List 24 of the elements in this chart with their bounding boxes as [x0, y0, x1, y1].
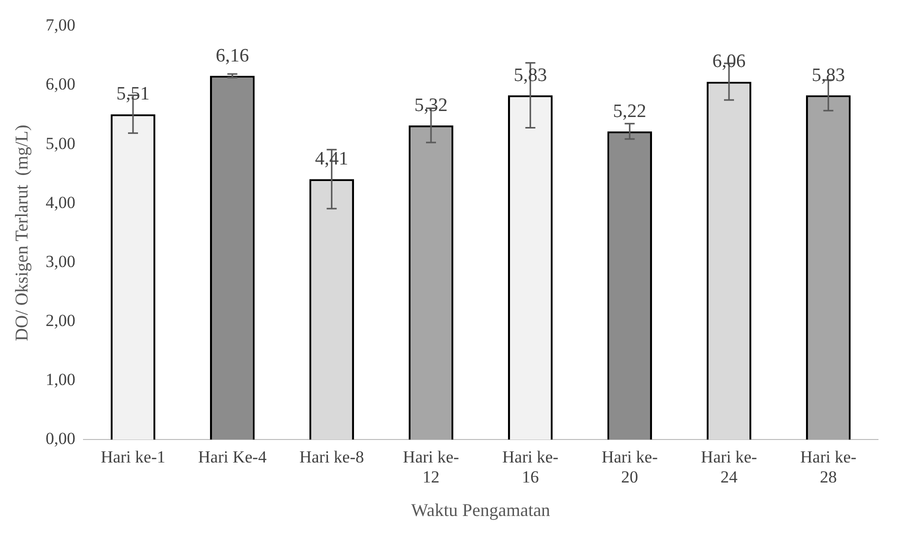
- y-tick-label: 7,00: [46, 16, 76, 35]
- x-tick-label: Hari ke-8: [299, 447, 364, 466]
- y-tick-label: 6,00: [46, 74, 76, 94]
- x-tick-label: Hari ke-28: [800, 447, 857, 487]
- y-tick-label: 3,00: [46, 252, 76, 271]
- x-tick-label: Hari Ke-4: [198, 447, 268, 466]
- x-tick-label: Hari ke-16: [502, 447, 559, 487]
- y-tick-label: 5,00: [46, 134, 76, 153]
- y-tick-label: 4,00: [46, 192, 76, 212]
- data-label: 5,32: [414, 94, 448, 116]
- y-tick-label: 0,00: [46, 429, 76, 448]
- x-axis-title: Waktu Pengamatan: [411, 500, 550, 520]
- y-tick-label: 2,00: [46, 310, 76, 330]
- data-label: 5,83: [812, 64, 845, 86]
- y-axis-title: DO/ Oksigen Terlarut (mg/L): [12, 124, 32, 342]
- x-tick-label: Hari ke-24: [700, 447, 758, 487]
- data-label: 5,22: [613, 100, 646, 122]
- x-tick-label: Hari ke-20: [602, 447, 658, 487]
- x-tick-label: Hari ke-1: [100, 447, 166, 466]
- data-label: 6,16: [216, 45, 249, 66]
- y-tick-label: 1,00: [46, 370, 76, 390]
- x-tick-label: Hari ke-12: [402, 447, 460, 487]
- data-label: 5,51: [116, 84, 150, 105]
- data-label: 6,06: [712, 51, 746, 72]
